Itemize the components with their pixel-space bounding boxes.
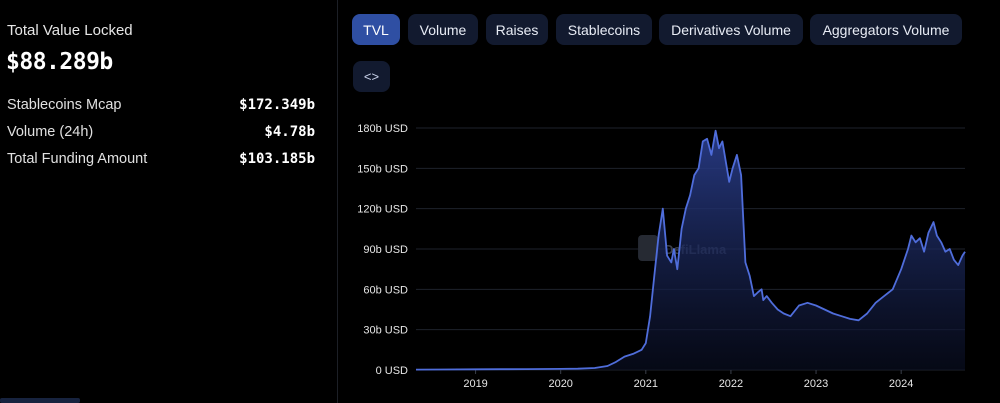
x-tick-label: 2023 <box>804 378 828 390</box>
chart-panel: TVL Volume Raises Stablecoins Derivative… <box>338 0 1000 403</box>
x-tick-label: 2020 <box>548 378 572 390</box>
tab-stablecoins[interactable]: Stablecoins <box>556 14 652 45</box>
tab-raises[interactable]: Raises <box>486 14 548 45</box>
stat-value: $4.78b <box>264 124 315 140</box>
y-tick-label: 0 USD <box>376 365 408 377</box>
panel-divider <box>337 0 338 403</box>
tvl-chart[interactable]: 0 USD 30b USD 60b USD 90b USD 120b USD 150b U… <box>338 110 1000 400</box>
tvl-label: Total Value Locked <box>7 22 133 39</box>
y-tick-label: 30b USD <box>363 325 408 337</box>
x-tick-label: 2019 <box>463 378 487 390</box>
summary-panel: Total Value Locked $88.289b Stablecoins … <box>0 0 336 403</box>
y-tick-label: 60b USD <box>363 284 408 296</box>
tvl-area <box>416 130 965 370</box>
stat-value: $103.185b <box>239 151 315 167</box>
y-tick-label: 150b USD <box>357 163 408 175</box>
tvl-value: $88.289b <box>6 49 113 75</box>
stat-value: $172.349b <box>239 97 315 113</box>
scroll-indicator <box>0 398 80 403</box>
y-tick-label: 180b USD <box>357 123 408 135</box>
stat-row-total-funding: Total Funding Amount $103.185b <box>7 151 315 171</box>
stat-row-stablecoins-mcap: Stablecoins Mcap $172.349b <box>7 97 315 117</box>
x-tick-label: 2021 <box>634 378 658 390</box>
x-tick-label: 2022 <box>719 378 743 390</box>
tab-tvl[interactable]: TVL <box>352 14 400 45</box>
stat-row-volume-24h: Volume (24h) $4.78b <box>7 124 315 144</box>
y-tick-label: 120b USD <box>357 204 408 216</box>
stat-label: Volume (24h) <box>7 124 94 140</box>
tab-aggregators-volume[interactable]: Aggregators Volume <box>810 14 962 45</box>
stat-label: Stablecoins Mcap <box>7 97 122 113</box>
chart-svg: 0 USD 30b USD 60b USD 90b USD 120b USD 150b U… <box>357 123 966 390</box>
tab-derivatives-volume[interactable]: Derivatives Volume <box>659 14 803 45</box>
watermark-logo-icon <box>638 235 659 261</box>
y-tick-label: 90b USD <box>363 244 408 256</box>
x-tick-label: 2024 <box>889 378 913 390</box>
code-icon: <> <box>363 69 380 84</box>
tab-volume[interactable]: Volume <box>408 14 478 45</box>
embed-button[interactable]: <> <box>353 61 390 92</box>
stat-label: Total Funding Amount <box>7 151 148 167</box>
tvl-line <box>415 129 966 371</box>
